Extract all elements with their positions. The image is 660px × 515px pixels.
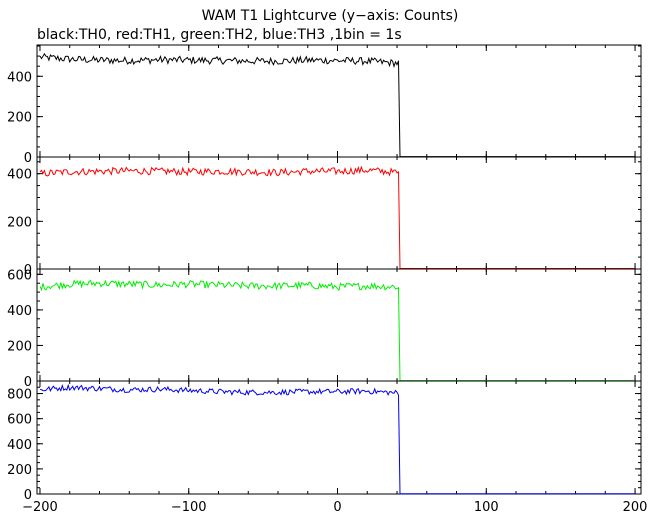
y-tick-label: 0	[24, 375, 32, 390]
y-tick-label: 200	[7, 339, 32, 354]
y-tick-label: 200	[7, 215, 32, 230]
y-tick-label: 200	[7, 463, 32, 478]
y-tick-label: 800	[7, 388, 32, 403]
x-tick-label: 100	[474, 500, 499, 515]
chart-subtitle: black:TH0, red:TH1, green:TH2, blue:TH3 …	[37, 27, 402, 43]
y-tick-label: 600	[7, 413, 32, 428]
y-tick-label: 0	[24, 263, 32, 278]
x-tick-label: −100	[171, 500, 207, 515]
panel-frame-th3	[36, 380, 642, 495]
series-line-th1	[39, 165, 635, 269]
x-tick-label: 0	[333, 500, 341, 515]
series-line-th0	[39, 52, 635, 158]
panel-frame-th1	[36, 156, 642, 270]
y-tick-label: 400	[7, 168, 32, 183]
x-tick-label: −200	[22, 500, 58, 515]
y-tick-label: 0	[24, 488, 32, 503]
series-line-th2	[39, 279, 635, 382]
chart-title: WAM T1 Lightcurve (y−axis: Counts)	[201, 8, 459, 24]
y-tick-label: 200	[7, 111, 32, 126]
panel-frame-th2	[36, 268, 642, 382]
y-tick-label: 400	[7, 70, 32, 85]
y-tick-label: 0	[24, 151, 32, 166]
y-tick-label: 400	[7, 304, 32, 319]
y-tick-label: 600	[7, 268, 32, 283]
x-tick-label: 200	[623, 500, 648, 515]
y-tick-label: 400	[7, 438, 32, 453]
series-line-th3	[39, 383, 635, 495]
